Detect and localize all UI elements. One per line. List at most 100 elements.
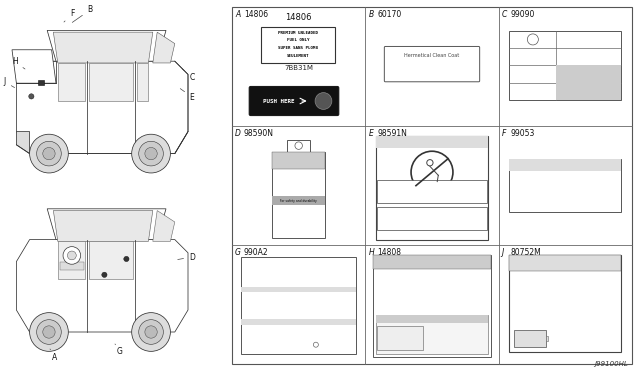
Circle shape [36, 320, 61, 344]
Text: PREMIUM UNLEADED: PREMIUM UNLEADED [278, 31, 318, 35]
Circle shape [102, 272, 107, 278]
Text: 98591N: 98591N [378, 129, 407, 138]
Bar [376, 315, 488, 324]
Bar [272, 196, 325, 205]
Bar [373, 254, 491, 269]
Circle shape [145, 326, 157, 338]
Circle shape [132, 134, 170, 173]
Text: B: B [72, 6, 93, 22]
Circle shape [145, 147, 157, 160]
Bar [377, 207, 487, 230]
Bar [287, 140, 310, 152]
Polygon shape [47, 31, 166, 61]
Text: H: H [369, 248, 374, 257]
Bar [232, 7, 632, 364]
Circle shape [63, 247, 81, 264]
Polygon shape [17, 61, 188, 154]
Text: Hermetical Clean Coat: Hermetical Clean Coat [404, 53, 460, 58]
Circle shape [315, 93, 332, 109]
Circle shape [29, 134, 68, 173]
Text: FUEL ONLY: FUEL ONLY [287, 38, 309, 42]
Bar [556, 65, 621, 83]
Circle shape [124, 256, 129, 262]
Bar [546, 336, 548, 341]
Polygon shape [47, 209, 166, 240]
Bar [509, 31, 621, 100]
Text: J99100HL: J99100HL [595, 361, 628, 367]
Circle shape [132, 312, 170, 352]
Text: SRS SIDE AIRBAG: SRS SIDE AIRBAG [405, 139, 459, 144]
Text: B: B [369, 10, 374, 19]
Text: ⚠ WARNING: ⚠ WARNING [413, 209, 451, 214]
Text: SEULEMENT: SEULEMENT [287, 54, 309, 58]
Polygon shape [153, 32, 175, 63]
Text: VEHICLE EMISSION CONTROL INFORMATION: VEHICLE EMISSION CONTROL INFORMATION [384, 260, 480, 264]
Polygon shape [137, 63, 148, 101]
Text: 99053: 99053 [511, 129, 535, 138]
Text: C: C [502, 10, 507, 19]
Bar [509, 159, 621, 171]
Text: For safety and durability: For safety and durability [280, 199, 317, 203]
Text: 990A2: 990A2 [244, 248, 269, 257]
Text: ⚠ CAUTION / ATTENTION: ⚠ CAUTION / ATTENTION [529, 163, 602, 167]
Text: E: E [369, 129, 373, 138]
Text: A: A [50, 349, 58, 362]
Bar [378, 326, 423, 350]
Circle shape [43, 147, 55, 160]
Bar [261, 27, 335, 63]
Polygon shape [17, 61, 56, 83]
Polygon shape [88, 63, 134, 101]
Bar [272, 152, 325, 238]
Circle shape [67, 251, 76, 260]
Text: This Vehicle is Equipped: This Vehicle is Equipped [275, 159, 323, 163]
Bar [376, 135, 488, 240]
Text: D: D [178, 253, 195, 262]
Polygon shape [53, 211, 153, 241]
Text: ⚠ WARNING: ⚠ WARNING [413, 182, 451, 187]
Polygon shape [153, 211, 175, 241]
Text: CAUTION FOR BATT: CAUTION FOR BATT [536, 260, 595, 265]
Circle shape [29, 94, 34, 99]
Bar [556, 83, 621, 100]
Text: 99090: 99090 [511, 10, 535, 19]
Text: G: G [235, 248, 241, 257]
Polygon shape [60, 262, 84, 270]
Circle shape [29, 312, 68, 352]
Text: MAKE THIS VEHICLE EMISS...: MAKE THIS VEHICLE EMISS... [408, 317, 456, 321]
Bar [376, 135, 488, 148]
Text: J: J [4, 77, 15, 87]
Text: 7BB31M: 7BB31M [284, 65, 313, 71]
Text: 14806: 14806 [244, 10, 268, 19]
Text: 98590N: 98590N [244, 129, 274, 138]
Polygon shape [88, 241, 134, 279]
Text: 80752M: 80752M [511, 248, 541, 257]
Text: C: C [182, 69, 195, 81]
Circle shape [36, 141, 61, 166]
Text: J: J [502, 248, 504, 257]
Polygon shape [58, 241, 85, 279]
Bar [38, 80, 44, 85]
Polygon shape [53, 32, 153, 63]
Text: D: D [235, 129, 241, 138]
Circle shape [295, 142, 303, 150]
FancyBboxPatch shape [249, 86, 339, 116]
Text: 60170: 60170 [378, 10, 401, 19]
Circle shape [314, 342, 318, 347]
Circle shape [43, 326, 55, 338]
Text: A: A [235, 10, 240, 19]
Bar [509, 254, 621, 271]
Bar [377, 180, 487, 202]
Text: G: G [115, 344, 123, 356]
Text: 14806: 14806 [285, 13, 312, 22]
Text: E: E [180, 89, 195, 102]
Bar [373, 254, 491, 357]
Circle shape [411, 151, 453, 193]
Text: SUPER SANS PLOMB: SUPER SANS PLOMB [278, 46, 318, 50]
Bar [241, 257, 356, 355]
Bar [272, 152, 325, 169]
Circle shape [527, 34, 538, 45]
Text: PUSH HERE: PUSH HERE [262, 99, 294, 103]
Polygon shape [17, 132, 29, 154]
Bar [241, 319, 356, 324]
Circle shape [139, 320, 163, 344]
